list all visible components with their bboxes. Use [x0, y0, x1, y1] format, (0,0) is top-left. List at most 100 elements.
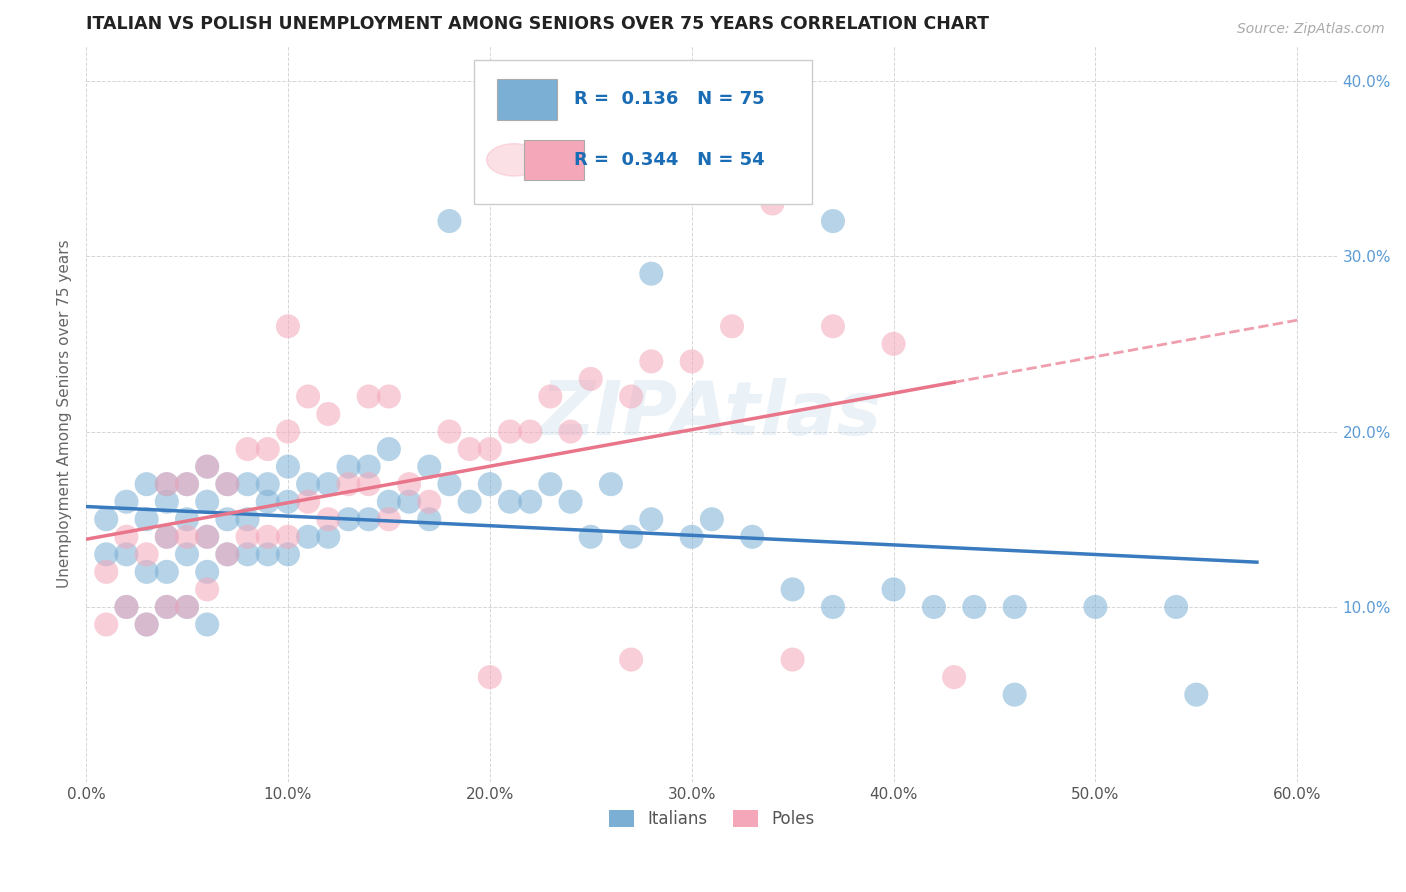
Point [236, 477, 259, 491]
Point [156, 530, 179, 544]
Point [176, 599, 198, 614]
Point [318, 407, 340, 421]
Point [195, 459, 218, 474]
Point [115, 599, 138, 614]
Point [378, 512, 401, 526]
Point [439, 477, 461, 491]
Point [195, 565, 218, 579]
Point [236, 547, 259, 561]
Point [681, 354, 703, 368]
Circle shape [486, 144, 541, 176]
Point [458, 494, 481, 508]
Point [357, 477, 380, 491]
Point [176, 477, 198, 491]
Point [579, 372, 602, 386]
Point [297, 494, 319, 508]
Point [156, 530, 179, 544]
Point [1004, 599, 1026, 614]
Text: ITALIAN VS POLISH UNEMPLOYMENT AMONG SENIORS OVER 75 YEARS CORRELATION CHART: ITALIAN VS POLISH UNEMPLOYMENT AMONG SEN… [86, 15, 988, 33]
Text: Source: ZipAtlas.com: Source: ZipAtlas.com [1237, 22, 1385, 37]
Point [883, 336, 905, 351]
Point [821, 319, 844, 334]
Point [378, 389, 401, 403]
Point [256, 494, 278, 508]
Point [883, 582, 905, 597]
Point [217, 547, 239, 561]
Point [195, 459, 218, 474]
Point [458, 442, 481, 456]
Point [538, 389, 561, 403]
Point [378, 494, 401, 508]
Point [115, 599, 138, 614]
Point [1185, 688, 1208, 702]
Point [277, 547, 299, 561]
Point [782, 652, 804, 666]
Point [195, 494, 218, 508]
Point [398, 494, 420, 508]
Point [156, 494, 179, 508]
Point [640, 354, 662, 368]
Point [96, 512, 118, 526]
FancyBboxPatch shape [524, 139, 585, 180]
Point [640, 512, 662, 526]
Point [277, 425, 299, 439]
Point [560, 425, 582, 439]
Point [297, 530, 319, 544]
Point [337, 512, 360, 526]
Point [378, 442, 401, 456]
Point [135, 565, 157, 579]
Point [418, 459, 440, 474]
Point [1004, 688, 1026, 702]
Point [821, 599, 844, 614]
Point [761, 196, 783, 211]
Point [96, 547, 118, 561]
Point [318, 477, 340, 491]
Point [337, 477, 360, 491]
Point [357, 459, 380, 474]
Point [418, 512, 440, 526]
Point [782, 582, 804, 597]
Point [156, 477, 179, 491]
Point [135, 477, 157, 491]
Point [156, 565, 179, 579]
Point [620, 389, 643, 403]
Point [156, 599, 179, 614]
Point [277, 319, 299, 334]
Text: R =  0.344   N = 54: R = 0.344 N = 54 [574, 151, 765, 169]
Point [741, 530, 763, 544]
Point [1166, 599, 1188, 614]
Point [620, 530, 643, 544]
Text: ZIPAtlas: ZIPAtlas [541, 377, 883, 450]
Point [115, 494, 138, 508]
Point [156, 599, 179, 614]
Point [195, 617, 218, 632]
Point [519, 494, 541, 508]
Point [217, 477, 239, 491]
Point [499, 425, 522, 439]
Point [640, 267, 662, 281]
Point [176, 512, 198, 526]
Point [256, 442, 278, 456]
Point [176, 530, 198, 544]
Point [600, 477, 623, 491]
Point [256, 530, 278, 544]
Point [418, 494, 440, 508]
Point [318, 512, 340, 526]
Point [538, 477, 561, 491]
Point [176, 547, 198, 561]
Point [217, 512, 239, 526]
Point [195, 582, 218, 597]
Point [236, 442, 259, 456]
Point [135, 547, 157, 561]
Y-axis label: Unemployment Among Seniors over 75 years: Unemployment Among Seniors over 75 years [58, 240, 72, 589]
Point [135, 617, 157, 632]
Point [519, 425, 541, 439]
Point [681, 530, 703, 544]
Point [620, 652, 643, 666]
Point [236, 512, 259, 526]
Point [439, 214, 461, 228]
Point [721, 319, 744, 334]
Point [135, 617, 157, 632]
Point [337, 459, 360, 474]
Point [277, 494, 299, 508]
